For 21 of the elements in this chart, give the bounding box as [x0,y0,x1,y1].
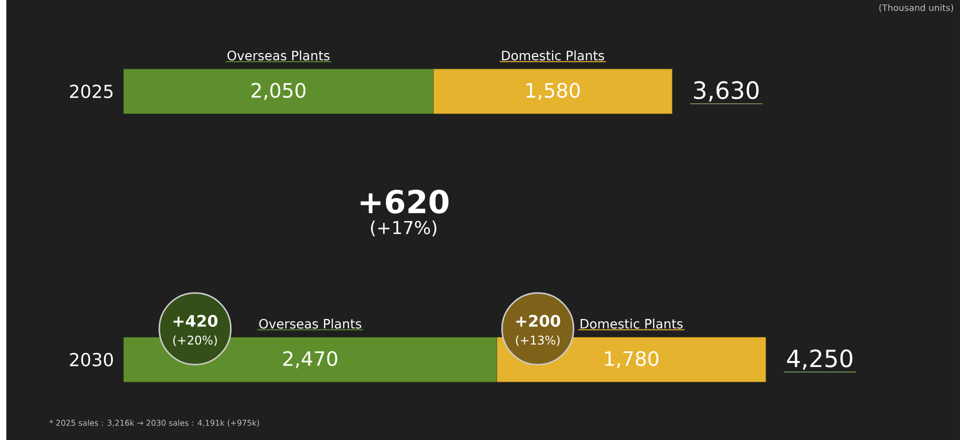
y-tick-label: 2025 [70,84,113,98]
data-label: 2,050 [252,82,306,100]
annotation: (+20%) [173,335,217,346]
data-label: 1,780 [605,351,658,368]
text: (Thousand units) [879,4,954,12]
text: Domestic Plants [502,50,604,60]
series-label: Overseas Plants [259,318,362,329]
annotation: +200 [516,314,560,327]
y-tick-label: 2030 [70,352,113,366]
series-label: Domestic Plants [580,318,683,329]
data-label: 2,470 [283,351,338,368]
total-label: 3,630 [694,81,759,102]
data-label: 1,580 [526,82,580,100]
annotation: (+17%) [371,220,436,236]
bar [433,68,672,114]
total-label: 4,250 [787,349,852,370]
annotation: (+13%) [516,335,560,346]
text: Overseas Plants [227,50,330,60]
annotation: +420 [174,314,218,327]
bar [123,68,434,114]
annotation: +620 [360,190,448,214]
